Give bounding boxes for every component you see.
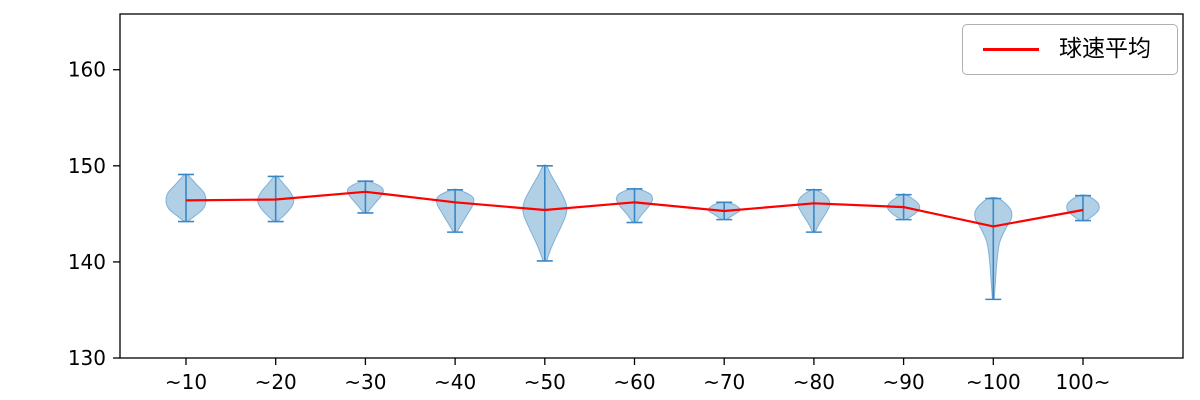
axes-frame xyxy=(119,13,1184,359)
y-tick-label: 150 xyxy=(68,154,106,178)
y-tick-label: 130 xyxy=(68,346,106,370)
x-tick-label: ~100 xyxy=(966,370,1021,394)
x-tick-label: 100~ xyxy=(1056,370,1111,394)
x-tick-label: ~30 xyxy=(344,370,386,394)
x-tick-label: ~90 xyxy=(882,370,924,394)
y-tick-label: 160 xyxy=(68,58,106,82)
mean-line xyxy=(185,190,1084,228)
legend: 球速平均 xyxy=(962,24,1178,75)
legend-label: 球速平均 xyxy=(1059,36,1151,62)
y-tick-label: 140 xyxy=(68,250,106,274)
x-tick-label: ~60 xyxy=(613,370,655,394)
x-tick-label: ~50 xyxy=(524,370,566,394)
x-tick-label: ~10 xyxy=(165,370,207,394)
x-tick-label: ~20 xyxy=(255,370,297,394)
x-tick-label: ~40 xyxy=(434,370,476,394)
x-tick-label: ~80 xyxy=(793,370,835,394)
legend-line-icon xyxy=(983,48,1039,51)
x-tick-label: ~70 xyxy=(703,370,745,394)
